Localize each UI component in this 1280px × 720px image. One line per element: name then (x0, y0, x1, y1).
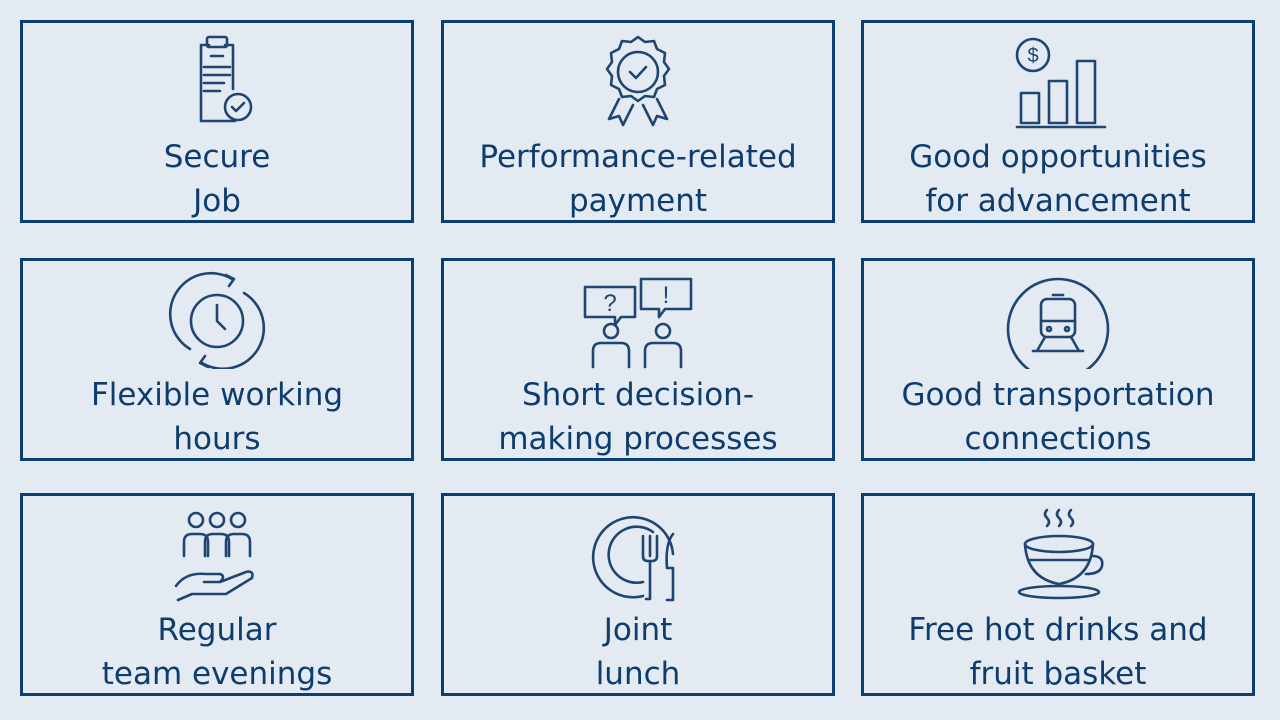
card-flexible-hours: Flexible working hours (20, 258, 414, 461)
card-title-line: team evenings (101, 656, 333, 692)
train-icon (1003, 269, 1113, 381)
card-title-line: making processes (498, 421, 778, 457)
card-title-line: connections (964, 421, 1152, 457)
card-title-line: Free hot drinks and (908, 612, 1208, 648)
card-title-line: Job (193, 183, 241, 219)
card-title-line: lunch (595, 656, 681, 692)
card-title-line: hours (173, 421, 261, 457)
clock-cycle-icon (162, 269, 272, 371)
card-title-line: for advancement (925, 183, 1191, 219)
card-transportation: Good transportation connections (861, 258, 1255, 461)
plate-cutlery-icon (583, 504, 693, 604)
card-hot-drinks: Free hot drinks and fruit basket (861, 493, 1255, 696)
card-title-line: Performance-related (479, 139, 797, 175)
card-title-line: Flexible working (90, 377, 344, 413)
discussion-people-icon: ?! (583, 269, 693, 369)
svg-text:$: $ (1027, 45, 1038, 67)
card-title-line: Regular (157, 612, 277, 648)
card-title-line: Good opportunities (909, 139, 1207, 175)
card-title-line: Secure (163, 139, 271, 175)
clipboard-check-icon (162, 31, 272, 131)
award-badge-icon (583, 31, 693, 131)
dollar-bar-chart-icon: $ (1003, 31, 1113, 131)
card-secure-job: Secure Job (20, 20, 414, 223)
hot-cup-icon (1003, 504, 1113, 604)
card-joint-lunch: Joint lunch (441, 493, 835, 696)
svg-text:?: ? (603, 290, 616, 317)
card-performance-payment: Performance-related payment (441, 20, 835, 223)
card-team-evenings: Regular team evenings (20, 493, 414, 696)
team-hand-icon (162, 504, 272, 604)
card-advancement: $ Good opportunities for advancement (861, 20, 1255, 223)
card-title-line: fruit basket (969, 656, 1147, 692)
svg-text:!: ! (663, 282, 670, 309)
card-title-line: payment (568, 183, 708, 219)
card-title-line: Short decision- (521, 377, 754, 413)
card-short-decisions: ?! Short decision-making processes (441, 258, 835, 461)
card-title-line: Good transportation (901, 377, 1215, 413)
card-title-line: Joint (603, 612, 673, 648)
